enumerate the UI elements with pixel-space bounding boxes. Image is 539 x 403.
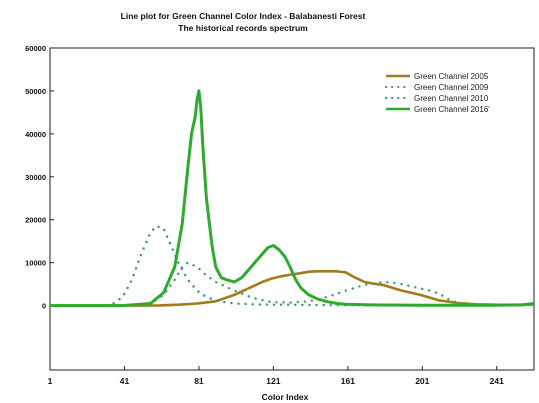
y-tick-label: 50000 xyxy=(25,87,46,96)
y-tick-label: 0 xyxy=(42,302,46,311)
series-line-3 xyxy=(48,225,536,307)
y-tick-label: 30000 xyxy=(25,173,46,182)
legend-label-2: Green Channel 2009 xyxy=(414,83,489,92)
chart-subtitle: The historical records spectrum xyxy=(178,23,308,33)
y-tick-label: 20000 xyxy=(25,216,46,225)
x-tick-label: 41 xyxy=(120,376,130,386)
y-tick-label: 40000 xyxy=(25,130,46,139)
x-tick-label: 241 xyxy=(490,376,504,386)
x-axis: 1 41 81 121 161 201 241 xyxy=(48,366,504,386)
legend: Green Channel 2005 Green Channel 2009 Gree… xyxy=(384,72,490,114)
legend-label-4: Green Channel 2016' xyxy=(414,105,490,114)
y-tick-label: 60000 xyxy=(25,44,46,53)
chart-title: Line plot for Green Channel Color Index … xyxy=(121,11,366,21)
series-line-4 xyxy=(50,89,535,308)
series-line-1 xyxy=(50,270,535,307)
y-tick-label: 10000 xyxy=(25,259,46,268)
x-axis-label: Color Index xyxy=(262,392,309,402)
y-axis: 0 10000 20000 30000 40000 50000 60000 xyxy=(25,44,54,311)
series-lines xyxy=(48,89,536,308)
x-tick-label: 81 xyxy=(194,376,204,386)
plot-frame xyxy=(49,47,535,371)
legend-label-3: Green Channel 2010 xyxy=(414,94,489,103)
x-tick-label: 121 xyxy=(266,376,280,386)
x-tick-label: 1 xyxy=(48,376,53,386)
x-tick-label: 161 xyxy=(341,376,355,386)
legend-label-1: Green Channel 2005 xyxy=(414,72,489,81)
x-tick-label: 201 xyxy=(415,376,429,386)
